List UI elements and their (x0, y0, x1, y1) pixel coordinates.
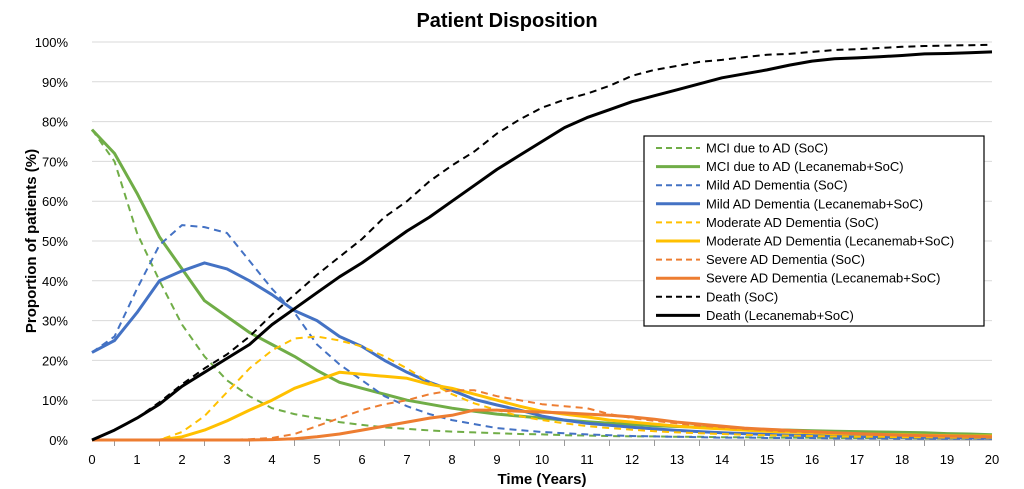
series-lines (90, 43, 993, 442)
legend: MCI due to AD (SoC) MCI due to AD (Lecane… (643, 135, 985, 327)
x-tick-label: 17 (850, 452, 864, 467)
series-line-8 (92, 408, 993, 442)
legend-entry-label: Severe AD Dementia (Lecanemab+SoC) (706, 271, 940, 286)
y-axis-ticks: 0% 10% 20% 30% 40% 50% 60% 70% 80% 90% 100% (35, 35, 69, 448)
series-line-1 (91, 129, 992, 440)
x-tick-label: 18 (895, 452, 909, 467)
x-tick-label: 7 (403, 452, 410, 467)
y-tick-label: 20% (42, 353, 68, 368)
x-tick-label: 5 (313, 452, 320, 467)
y-tick-label: 60% (42, 194, 68, 209)
legend-entry-label: Moderate AD Dementia (Lecanemab+SoC) (706, 234, 954, 249)
legend-entry-label: MCI due to AD (SoC) (706, 141, 828, 156)
x-tick-label: 3 (223, 452, 230, 467)
y-tick-label: 30% (42, 314, 68, 329)
x-tick-label: 12 (625, 452, 639, 467)
x-tick-label: 13 (670, 452, 684, 467)
x-tick-label: 4 (268, 452, 275, 467)
legend-entry-label: Death (SoC) (706, 289, 778, 304)
x-axis-label: Time (Years) (498, 471, 587, 488)
series-line-2 (90, 128, 993, 437)
series-line-6 (92, 370, 992, 442)
x-tick-label: 16 (805, 452, 819, 467)
legend-entry-label: Moderate AD Dementia (SoC) (706, 215, 879, 230)
series-line-10 (91, 50, 993, 442)
x-tick-label: 15 (760, 452, 774, 467)
gridlines (92, 41, 992, 401)
chart-title: Patient Disposition (416, 10, 597, 32)
y-tick-label: 80% (42, 115, 68, 130)
x-tick-label: 0 (88, 452, 95, 467)
y-tick-label: 10% (42, 393, 68, 408)
y-axis-label: Proportion of patients (%) (23, 149, 40, 333)
x-tick-label: 2 (178, 452, 185, 467)
x-tick-label: 11 (580, 452, 594, 467)
series-line-5 (92, 335, 992, 441)
x-tick-label: 9 (493, 452, 500, 467)
y-tick-label: 50% (42, 234, 68, 249)
x-tick-label: 10 (535, 452, 549, 467)
y-tick-label: 0% (49, 433, 68, 448)
series-line-3 (91, 224, 992, 440)
legend-entry-label: Death (Lecanemab+SoC) (706, 308, 854, 323)
y-tick-label: 90% (42, 75, 68, 90)
legend-entry-label: MCI due to AD (Lecanemab+SoC) (706, 159, 904, 174)
x-tick-label: 1 (133, 452, 140, 467)
x-tick-label: 8 (448, 452, 455, 467)
y-tick-label: 100% (35, 35, 69, 50)
x-tick-label: 14 (715, 452, 729, 467)
x-tick-label: 6 (358, 452, 365, 467)
legend-box (643, 135, 985, 327)
x-tick-label: 20 (985, 452, 999, 467)
x-axis-ticks: 0 1 2 3 4 5 6 7 8 9 10 11 12 13 14 15 16 17 18 19 20 (88, 440, 999, 467)
y-tick-label: 70% (42, 154, 68, 169)
legend-entry-label: Mild AD Dementia (SoC) (706, 178, 848, 193)
series-line-9 (91, 43, 993, 441)
legend-entry-label: Severe AD Dementia (SoC) (706, 252, 865, 267)
x-tick-label: 19 (940, 452, 954, 467)
y-tick-label: 40% (42, 274, 68, 289)
legend-entry-label: Mild AD Dementia (Lecanemab+SoC) (706, 196, 923, 211)
